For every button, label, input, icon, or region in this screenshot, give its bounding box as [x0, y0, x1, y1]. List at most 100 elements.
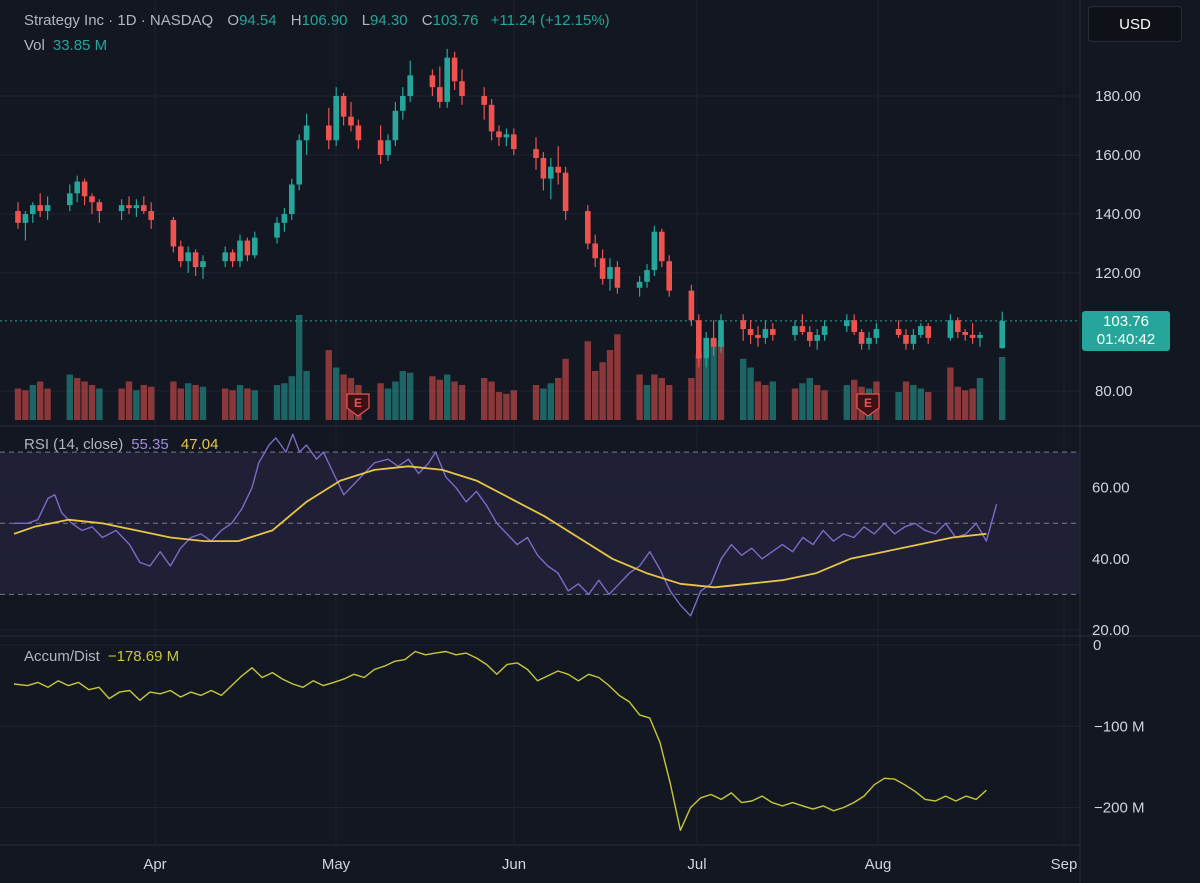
candle-body — [873, 329, 880, 338]
volume-bar — [384, 388, 392, 420]
month-label: Jun — [502, 856, 526, 873]
accum-dist-line — [13, 650, 987, 831]
volume-bar — [688, 378, 695, 420]
candle-body — [22, 214, 29, 223]
candle-body — [814, 334, 820, 341]
volume-bar — [969, 388, 976, 420]
volume-bar — [140, 385, 147, 420]
candle-body — [636, 281, 643, 288]
volume-bar — [303, 371, 310, 420]
candle-body — [807, 332, 813, 341]
rsi-label[interactable]: RSI (14, close) — [24, 436, 124, 453]
candle-body — [851, 320, 857, 332]
volume-bar — [273, 385, 281, 420]
volume-bar — [88, 385, 96, 420]
change-value: +11.24 (+12.15%) — [490, 12, 610, 29]
candle-body — [392, 110, 399, 141]
candle-body — [451, 57, 458, 82]
candle-body — [340, 96, 347, 117]
ad-tick-label: −100 M — [1094, 718, 1144, 735]
month-label: May — [322, 856, 351, 873]
candle-body — [222, 252, 228, 262]
earnings-marker-label: E — [354, 396, 362, 410]
volume-bar — [917, 388, 924, 420]
candle-body — [437, 87, 443, 102]
candle-body — [178, 246, 184, 262]
volume-bar — [703, 358, 710, 420]
volume-bar — [66, 374, 73, 420]
high-value: 106.90 — [301, 12, 348, 29]
candle-body — [659, 231, 665, 262]
volume-bar — [717, 341, 725, 420]
rsi-ma-value: 47.04 — [180, 436, 219, 453]
volume-bar — [29, 385, 36, 420]
volume-bar — [695, 353, 702, 420]
volume-bar — [118, 388, 125, 420]
volume-bar — [444, 374, 451, 420]
candle-body — [67, 193, 73, 206]
volume-bar — [22, 390, 29, 420]
volume-bar — [481, 378, 488, 420]
legend-main: Strategy Inc · 1D · NASDAQ O94.54 H106.9… — [24, 12, 612, 29]
price-tick-label: 160.00 — [1095, 147, 1141, 164]
candle-body — [170, 219, 177, 247]
candle-body — [429, 75, 436, 88]
volume-bar — [895, 392, 902, 420]
volume-bar — [488, 381, 495, 420]
axes: 180.00 160.00 140.00 120.00 80.00 60.00 40.00 2… — [143, 88, 1144, 873]
currency-button[interactable]: USD — [1088, 6, 1182, 42]
volume-bar — [503, 393, 510, 420]
candle-body — [44, 205, 51, 212]
volume-bar — [436, 379, 443, 420]
volume-bar — [333, 367, 340, 420]
candle-body — [141, 205, 147, 212]
volume-bar — [458, 385, 466, 420]
volume-bar — [192, 385, 199, 420]
candle-body — [481, 96, 487, 105]
candle-body — [496, 131, 502, 138]
volume-bar — [296, 315, 303, 420]
volume-bar — [185, 383, 192, 420]
candle-body — [74, 181, 80, 194]
candle-body — [747, 329, 754, 335]
volume-bar — [666, 385, 673, 420]
volume-bar — [229, 390, 236, 420]
candle-body — [511, 134, 517, 150]
volume-bar — [740, 358, 747, 420]
candle-body — [955, 320, 961, 332]
volume-bar — [74, 378, 81, 420]
candle-body — [303, 125, 310, 141]
volume-bar — [429, 376, 436, 420]
volume-bar — [288, 376, 295, 420]
rsi-line — [14, 433, 998, 617]
symbol-title[interactable]: Strategy Inc · 1D · NASDAQ — [24, 12, 214, 29]
candle-body — [185, 252, 191, 262]
volume-bar — [281, 383, 288, 420]
volume-bar — [791, 388, 799, 420]
candle-body — [770, 329, 776, 335]
volume-bar — [547, 383, 554, 420]
candle-body — [274, 222, 280, 238]
candle-body — [762, 329, 769, 338]
candle-body — [947, 320, 954, 338]
candle-body — [977, 334, 983, 338]
candle-body — [289, 184, 295, 214]
candle-body — [444, 57, 450, 102]
legend-rsi: RSI (14, close) 55.35 47.04 — [24, 436, 220, 453]
candle-body — [666, 261, 672, 291]
candle-body — [651, 231, 658, 271]
earnings-marker: E — [856, 393, 880, 417]
candle-body — [459, 81, 465, 96]
candle-body — [599, 258, 606, 279]
volume-bar — [14, 388, 22, 420]
volume-bar — [947, 367, 954, 420]
candle-body — [585, 211, 591, 244]
earnings-marker-shape — [856, 393, 880, 417]
candle-body — [703, 337, 709, 359]
accum-dist-label[interactable]: Accum/Dist — [24, 648, 100, 665]
rsi-value: 55.35 — [131, 436, 169, 453]
candle-body — [126, 205, 132, 209]
ad-tick-label: 0 — [1093, 637, 1101, 654]
volume-bar — [125, 381, 133, 420]
